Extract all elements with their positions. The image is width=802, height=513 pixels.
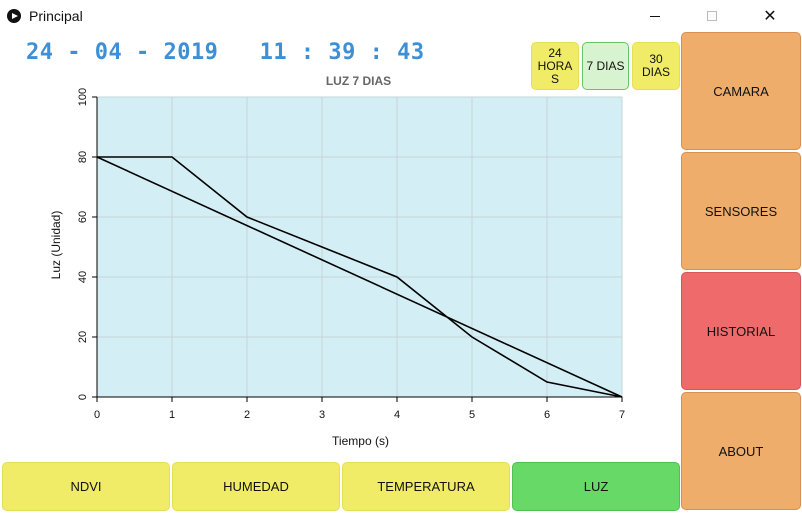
y-tick-label: 80 xyxy=(77,151,89,163)
range-7-dias-button[interactable]: 7 DIAS xyxy=(582,42,629,90)
sensores-button[interactable]: SENSORES xyxy=(681,152,801,270)
close-icon[interactable]: ✕ xyxy=(763,8,777,25)
y-tick-label: 40 xyxy=(77,271,89,283)
window-title: Principal xyxy=(29,8,83,24)
series-line-2 xyxy=(96,156,623,398)
x-tick-label: 3 xyxy=(319,409,325,421)
y-tick-label: 0 xyxy=(77,394,89,400)
y-tick-label: 100 xyxy=(77,88,89,106)
range-24-horas-button[interactable]: 24 HORA S xyxy=(531,42,579,90)
historial-button[interactable]: HISTORIAL xyxy=(681,272,801,390)
temperatura-button[interactable]: TEMPERATURA xyxy=(342,462,510,511)
ndvi-button[interactable]: NDVI xyxy=(2,462,170,511)
series-line-1 xyxy=(97,156,623,398)
minimize-icon[interactable] xyxy=(632,0,678,32)
x-tick-label: 1 xyxy=(169,409,175,421)
y-axis-label: Luz (Unidad) xyxy=(49,211,63,280)
humedad-button[interactable]: HUMEDAD xyxy=(172,462,340,511)
title-bar: Principal ✕ xyxy=(0,0,802,32)
y-tick-label: 20 xyxy=(77,331,89,343)
app-play-icon xyxy=(7,9,21,23)
chart-title: LUZ 7 DIAS xyxy=(326,74,391,88)
about-button[interactable]: ABOUT xyxy=(681,392,801,510)
x-axis-label: Tiempo (s) xyxy=(332,434,389,448)
datetime-display: 24 - 04 - 2019 11 : 39 : 43 xyxy=(26,40,425,65)
x-tick-label: 0 xyxy=(94,409,100,421)
x-tick-label: 4 xyxy=(394,409,400,421)
x-tick-label: 7 xyxy=(619,409,625,421)
plot-area xyxy=(97,97,622,397)
x-tick-label: 5 xyxy=(469,409,475,421)
maximize-icon[interactable] xyxy=(689,0,735,32)
luz-line-chart: 0 1 2 3 4 5 6 7 0 20 40 60 80 100 LUZ 7 DIAS Tiempo (s)… xyxy=(49,74,625,448)
range-30-dias-button[interactable]: 30 DIAS xyxy=(632,42,680,90)
x-tick-label: 6 xyxy=(544,409,550,421)
x-tick-label: 2 xyxy=(244,409,250,421)
camara-button[interactable]: CAMARA xyxy=(681,32,801,150)
y-tick-label: 60 xyxy=(77,211,89,223)
luz-button[interactable]: LUZ xyxy=(512,462,680,511)
